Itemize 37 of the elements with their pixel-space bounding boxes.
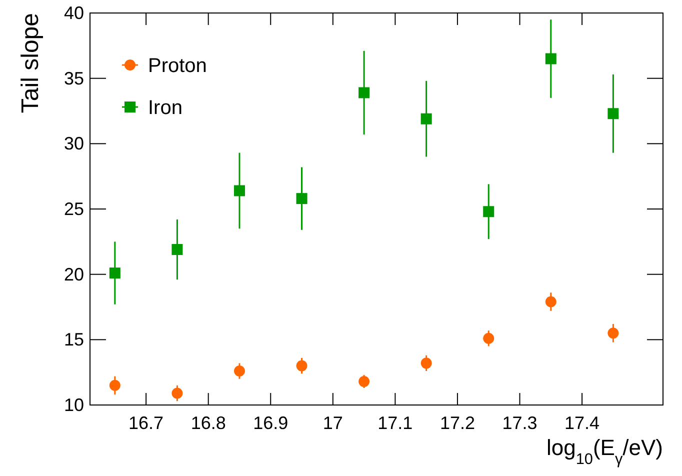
point (172, 244, 183, 256)
point (109, 268, 120, 279)
point (172, 388, 183, 399)
x-tick-label: 16.7 (128, 413, 164, 433)
x-tick-label: 17.4 (564, 413, 600, 433)
point (234, 185, 245, 196)
y-tick-label: 40 (64, 3, 84, 23)
y-tick-label: 30 (64, 134, 84, 154)
y-tick-label: 10 (64, 395, 84, 415)
legend-label: Iron (148, 97, 182, 119)
point (296, 360, 308, 372)
point (483, 332, 494, 344)
point (608, 328, 619, 339)
point (420, 113, 432, 124)
point (545, 296, 556, 308)
y-tick-label: 35 (64, 68, 84, 88)
point (234, 366, 245, 377)
x-tick-label: 17.3 (502, 413, 538, 433)
x-axis-title: log$_{10}$(E$_{γ}$/eV) (546, 435, 663, 468)
point (358, 376, 370, 387)
legend-label: Proton (148, 55, 207, 77)
point (483, 206, 494, 218)
point (109, 380, 120, 391)
point (358, 87, 370, 98)
point (545, 53, 556, 64)
x-tick-label: 17.1 (378, 413, 413, 433)
y-tick-label: 20 (64, 264, 84, 284)
x-tick-label: 17 (322, 413, 343, 433)
x-tick-label: 16.8 (190, 413, 226, 433)
y-axis-title: Tail slope (17, 13, 44, 114)
x-tick-label: 16.9 (253, 413, 288, 433)
point (420, 358, 432, 369)
point (296, 193, 308, 204)
point (608, 108, 619, 120)
y-tick-label: 15 (64, 330, 84, 350)
x-tick-label: 17.2 (440, 413, 475, 433)
y-tick-label: 25 (64, 199, 84, 219)
